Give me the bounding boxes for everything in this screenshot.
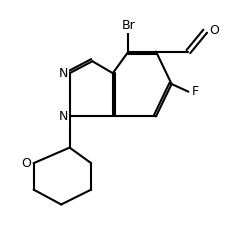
Text: F: F [191,85,198,98]
Text: O: O [209,24,219,36]
Text: Br: Br [121,19,135,32]
Text: O: O [21,157,31,170]
Text: N: N [58,110,68,123]
Text: N: N [58,67,68,80]
